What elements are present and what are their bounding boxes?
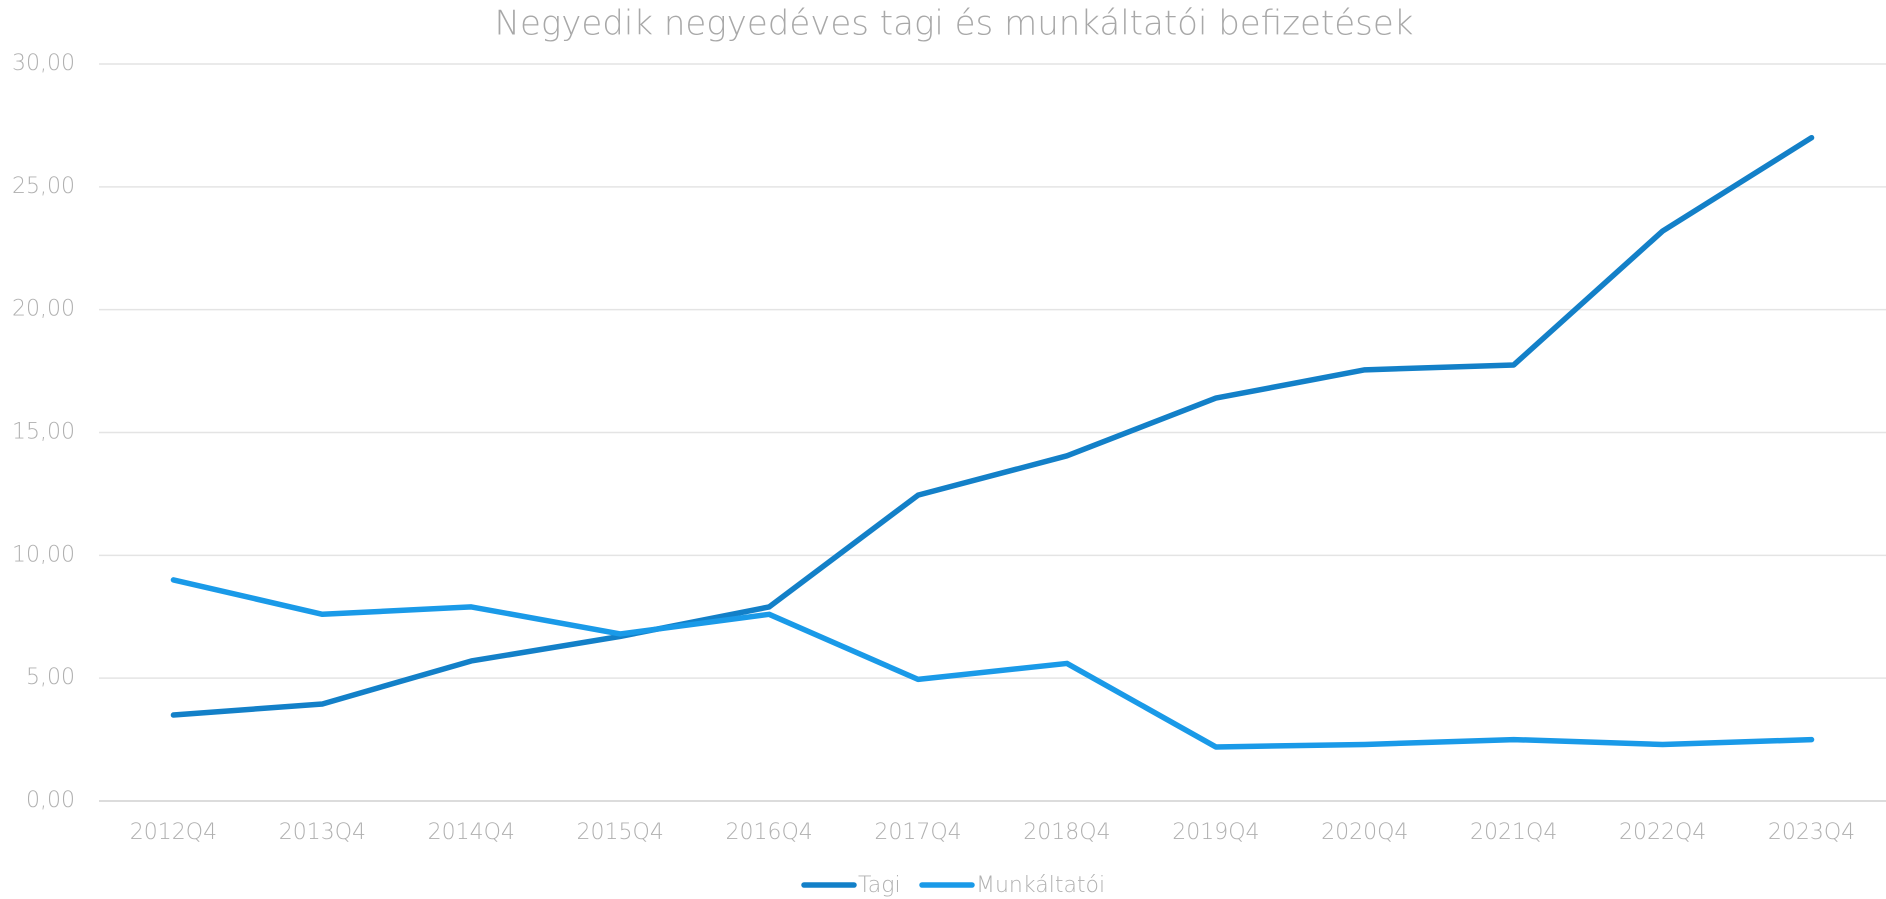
x-tick-label: 2013Q4 (279, 820, 366, 845)
x-tick-label: 2019Q4 (1172, 820, 1259, 845)
y-tick-label: 0,00 (26, 788, 75, 813)
legend-label: Tagi (858, 873, 901, 898)
x-tick-label: 2015Q4 (577, 820, 664, 845)
x-tick-label: 2012Q4 (130, 820, 217, 845)
chart-title: Negyedik negyedéves tagi és munkáltatói … (495, 4, 1414, 44)
legend-label: Munkáltatói (976, 873, 1105, 898)
x-tick-label: 2023Q4 (1768, 820, 1855, 845)
x-tick-label: 2014Q4 (428, 820, 515, 845)
x-tick-label: 2022Q4 (1619, 820, 1706, 845)
y-tick-label: 15,00 (12, 420, 75, 445)
x-tick-label: 2017Q4 (874, 820, 961, 845)
y-tick-label: 5,00 (26, 665, 75, 690)
line-series (170, 577, 1815, 750)
x-tick-label: 2016Q4 (725, 820, 812, 845)
x-tick-label: 2020Q4 (1321, 820, 1408, 845)
x-tick-label: 2021Q4 (1470, 820, 1557, 845)
y-tick-label: 25,00 (12, 174, 75, 199)
y-tick-label: 20,00 (12, 297, 75, 322)
line-series (170, 134, 1815, 718)
x-tick-label: 2018Q4 (1023, 820, 1110, 845)
y-tick-label: 30,00 (12, 51, 75, 76)
y-tick-label: 10,00 (12, 542, 75, 567)
